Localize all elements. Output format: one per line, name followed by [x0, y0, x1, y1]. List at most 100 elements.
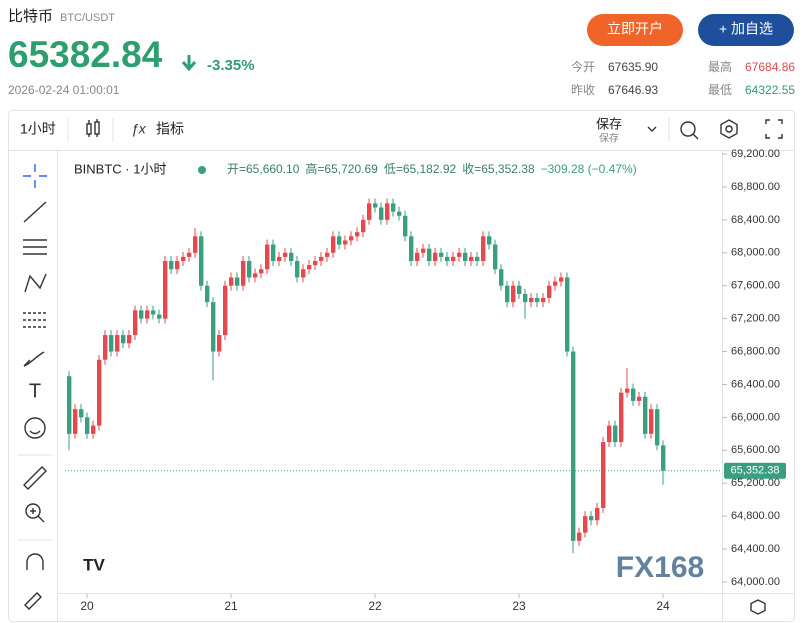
candle-body [409, 236, 414, 261]
brush-tool[interactable] [23, 351, 45, 367]
candle-body [355, 232, 360, 237]
y-tick-label: 68,800.00 [731, 181, 780, 193]
candle-body [277, 256, 282, 261]
stat-label: 今开 [571, 59, 595, 74]
pattern-tool[interactable] [24, 273, 47, 293]
candle-body [331, 236, 336, 253]
candle-body [553, 281, 558, 286]
y-tick-label: 68,400.00 [731, 214, 780, 226]
magnet-tool[interactable] [26, 553, 44, 570]
candle-body [445, 256, 450, 261]
candle-body [421, 248, 426, 253]
y-tick-label: 65,200.00 [731, 477, 780, 489]
candle-body [67, 376, 72, 434]
ruler-tool[interactable] [23, 466, 47, 490]
candle-body [85, 417, 90, 434]
open-account-label[interactable]: 立即开户 [607, 21, 663, 37]
candle-body [199, 236, 204, 286]
candle-body [481, 236, 486, 261]
fx-icon[interactable]: ƒx [131, 121, 147, 137]
candle-body [625, 388, 630, 393]
y-tick-label: 65,600.00 [731, 444, 780, 456]
axis-settings[interactable] [750, 599, 766, 615]
candle-body [127, 335, 132, 344]
candle-body [643, 396, 648, 434]
save-sub: 保存 [599, 132, 619, 145]
pair: BTC/USDT [60, 12, 115, 24]
candle-body [577, 532, 582, 541]
line-tool[interactable] [23, 201, 47, 223]
candle-body [145, 310, 150, 319]
watermark: FX168 [616, 551, 704, 584]
ohlc-value: 开=65,660.10 [227, 162, 300, 176]
candle-body [73, 409, 78, 434]
candle-body [97, 359, 102, 426]
candle-body [535, 298, 540, 303]
fullscreen-icon[interactable] [765, 119, 783, 139]
stat-label: 最高 [708, 59, 732, 74]
candle-body [589, 516, 594, 521]
alert-icon[interactable] [680, 121, 699, 140]
candle-type-icon[interactable] [86, 119, 100, 137]
candle-body [139, 310, 144, 319]
candle-body [115, 335, 120, 352]
candle-body [541, 298, 546, 303]
candle-body [271, 244, 276, 261]
y-tick-label: 64,800.00 [731, 510, 780, 522]
candle-body [229, 277, 234, 286]
watch-button[interactable] [698, 14, 794, 46]
candle-body [343, 240, 348, 245]
y-tick-label: 64,400.00 [731, 543, 780, 555]
crosshair-tool[interactable] [23, 164, 47, 188]
text-tool[interactable]: T [29, 380, 41, 402]
emoji-tool[interactable] [24, 417, 46, 439]
candle-body [565, 277, 570, 352]
indicator[interactable]: 指标 [156, 121, 184, 137]
last-price-tag [724, 462, 786, 479]
down-arrow [181, 55, 197, 72]
candle-body [583, 516, 588, 533]
candle-body [91, 425, 96, 434]
watch-label[interactable]: + 加自选 [719, 21, 773, 37]
symbol: BINBTC · 1小时 [74, 161, 166, 176]
open-account-button[interactable] [587, 14, 683, 46]
projection-tool[interactable] [23, 312, 47, 328]
candle-body [505, 285, 510, 303]
candle-body [601, 442, 606, 508]
candle-body [259, 269, 264, 274]
stat-value: 67635.90 [608, 60, 658, 74]
candle-body [469, 256, 474, 261]
candle-body [391, 203, 396, 212]
candle-body [547, 285, 552, 299]
candle-body [457, 252, 462, 257]
candle-body [415, 252, 420, 261]
candle-body [637, 396, 642, 401]
dropdown-icon[interactable] [647, 126, 657, 132]
candle-body [595, 507, 600, 521]
candle-body [103, 335, 108, 360]
fib-tool[interactable] [23, 239, 47, 255]
candle-body [157, 314, 162, 319]
candle-body [499, 269, 504, 286]
zoom-tool[interactable] [25, 503, 45, 523]
settings-icon[interactable] [720, 119, 738, 139]
candle-body [475, 256, 480, 261]
candle-body [427, 248, 432, 261]
candle-body [241, 261, 246, 286]
candle-body [283, 252, 288, 257]
chart-frame [8, 110, 795, 622]
candle-body [133, 310, 138, 336]
candle-body [211, 302, 216, 352]
lock-tool[interactable] [24, 592, 42, 610]
candle-body [205, 285, 210, 303]
candle-body [337, 236, 342, 245]
candle-body [571, 351, 576, 541]
interval[interactable]: 1小时 [20, 121, 56, 137]
candle-body [373, 203, 378, 208]
candle-body [529, 298, 534, 303]
tv-logo: TV [83, 555, 105, 574]
ohlc-value: 收=65,352.38 [462, 162, 535, 176]
plot: 65,352.38 [65, 198, 786, 554]
save[interactable]: 保存 [596, 116, 622, 131]
